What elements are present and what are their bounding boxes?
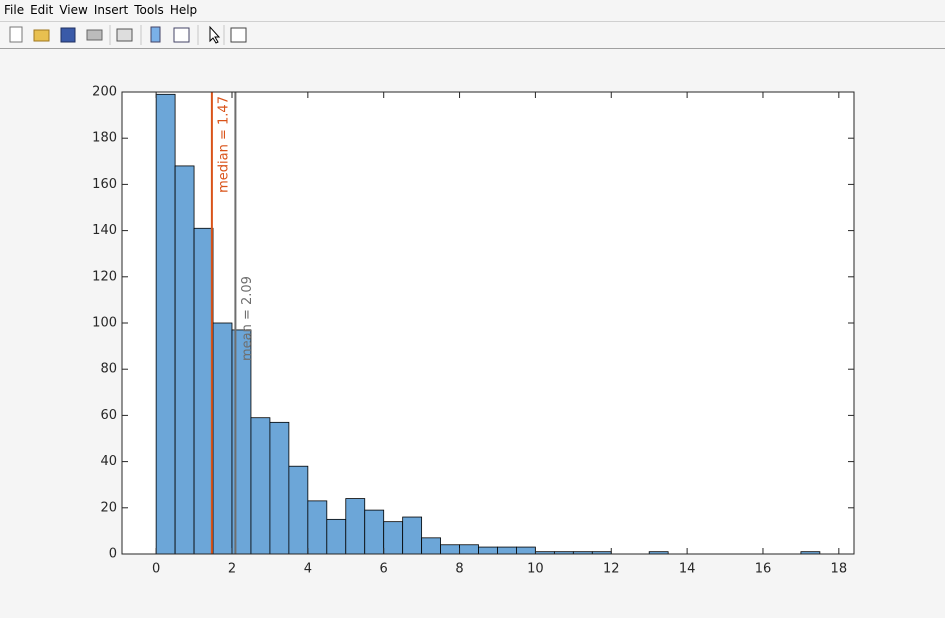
link-icon[interactable] xyxy=(116,28,133,42)
bar xyxy=(421,537,441,555)
colorbar-icon[interactable] xyxy=(150,26,161,43)
menu-item[interactable]: Tools xyxy=(134,3,164,17)
y-tick-label: 140 xyxy=(92,223,117,238)
bar xyxy=(307,500,328,555)
x-tick-label: 18 xyxy=(831,562,848,577)
y-tick-label: 60 xyxy=(100,408,117,423)
bar xyxy=(478,546,498,555)
y-tick-label: 80 xyxy=(100,362,117,377)
bar xyxy=(288,465,309,555)
y-tick-label: 160 xyxy=(92,177,117,192)
bar xyxy=(459,544,479,555)
menu-bar: File Edit View Insert Tools Help xyxy=(0,0,945,22)
y-tick-label: 0 xyxy=(109,547,117,562)
reference-label: median = 1.47 xyxy=(216,96,231,193)
x-tick-label: 12 xyxy=(603,562,620,577)
bar xyxy=(553,551,574,555)
bar xyxy=(497,546,517,555)
bar xyxy=(591,551,612,555)
reference-label: mean = 2.09 xyxy=(240,276,255,361)
bar xyxy=(155,93,176,555)
bar xyxy=(231,329,252,555)
save-icon[interactable] xyxy=(60,27,76,43)
axes-background xyxy=(122,92,854,554)
bar xyxy=(193,227,214,555)
bar xyxy=(250,417,271,555)
bar xyxy=(648,551,669,555)
new-icon[interactable] xyxy=(9,26,23,43)
bar xyxy=(402,516,423,555)
open-icon[interactable] xyxy=(33,29,50,42)
x-tick-label: 8 xyxy=(455,562,463,577)
print-icon[interactable] xyxy=(86,29,103,41)
y-tick-label: 120 xyxy=(92,269,117,284)
x-tick-label: 14 xyxy=(679,562,696,577)
bar xyxy=(516,546,536,555)
y-tick-label: 40 xyxy=(100,454,117,469)
bar xyxy=(383,521,404,555)
y-tick-label: 100 xyxy=(92,316,117,331)
legend-icon[interactable] xyxy=(173,27,190,43)
bar xyxy=(174,165,195,555)
toolbar xyxy=(0,25,945,49)
x-tick-label: 10 xyxy=(527,562,544,577)
menu-item[interactable]: View xyxy=(59,3,88,17)
bar xyxy=(212,322,233,555)
y-tick-label: 20 xyxy=(100,500,117,515)
y-tick-label: 200 xyxy=(92,85,117,100)
property-icon[interactable] xyxy=(230,27,247,43)
bar xyxy=(800,551,821,555)
menu-item[interactable]: Insert xyxy=(93,3,129,17)
bar xyxy=(326,518,347,555)
x-tick-label: 4 xyxy=(304,562,312,577)
bar xyxy=(269,421,290,555)
x-tick-label: 16 xyxy=(755,562,772,577)
bar xyxy=(440,544,460,555)
menu-item[interactable]: Help xyxy=(169,3,198,17)
bar xyxy=(345,498,366,555)
menu-item[interactable]: File xyxy=(4,3,25,17)
bar xyxy=(572,551,593,555)
pointer-icon[interactable] xyxy=(209,25,221,44)
y-tick-label: 180 xyxy=(92,131,117,146)
x-tick-label: 0 xyxy=(152,562,160,577)
axes-box xyxy=(121,91,855,555)
bar xyxy=(535,551,555,555)
x-tick-label: 2 xyxy=(228,562,236,577)
bar xyxy=(364,509,385,555)
menu-item[interactable]: Edit xyxy=(30,3,54,17)
x-tick-label: 6 xyxy=(380,562,388,577)
